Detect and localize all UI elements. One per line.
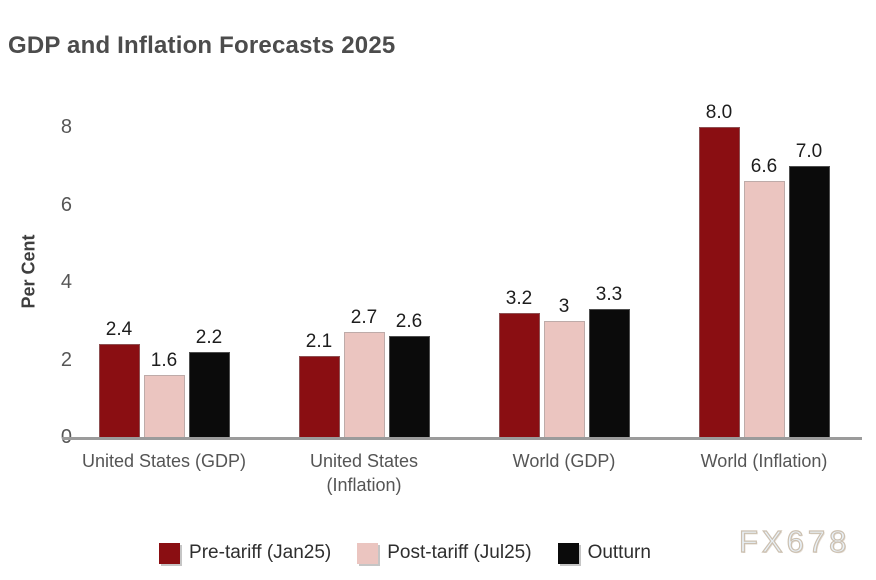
bar: 2.2 [188, 327, 230, 437]
bar: 2.1 [298, 331, 340, 437]
y-tick-label: 4 [60, 271, 72, 293]
x-category-label: World (Inflation) [700, 451, 828, 471]
bar-value-label: 2.1 [305, 330, 333, 352]
bar-value-label: 2.4 [105, 319, 133, 340]
bar: 6.6 [743, 156, 785, 437]
bar-value-label: 3.2 [505, 288, 533, 309]
chart-legend: Pre-tariff (Jan25) Post-tariff (Jul25) Out… [0, 542, 810, 564]
y-tick-label: 8 [60, 116, 72, 138]
bar-group: 2.4 1.6 2.2 [64, 127, 264, 437]
y-tick-label: 6 [60, 193, 72, 216]
bar: 1.6 [143, 350, 185, 437]
bar-value-label: 8.0 [705, 102, 733, 123]
y-tick-label: 2 [60, 348, 72, 371]
bar-value-label: 3.3 [595, 284, 623, 306]
bar: 2.6 [388, 311, 430, 437]
watermark-fx678: FX678 [738, 523, 851, 559]
legend-swatch-icon [557, 542, 579, 564]
x-axis-line [62, 437, 862, 440]
legend-label: Post-tariff (Jul25) [387, 542, 532, 563]
chart-title: GDP and Inflation Forecasts 2025 [8, 32, 396, 59]
bar-group: 3.2 3 3.3 [464, 127, 664, 437]
bar-value-label: 7.0 [795, 140, 823, 162]
bar: 7.0 [788, 141, 830, 437]
legend-item: Post-tariff (Jul25) [357, 542, 532, 564]
legend-item: Pre-tariff (Jan25) [159, 542, 331, 564]
x-category-label: World (GDP) [512, 451, 616, 471]
bar-group: 2.1 2.7 2.6 [264, 127, 464, 437]
bar-value-label: 6.6 [750, 156, 778, 178]
bar-group: 8.0 6.6 7.0 [664, 102, 864, 437]
bar-value-label: 2.2 [195, 326, 223, 348]
legend-swatch-icon [357, 542, 379, 564]
bar-value-label: 3 [558, 295, 570, 317]
x-category-label: United States (GDP) [81, 451, 247, 471]
bar-value-label: 2.7 [350, 307, 378, 329]
bar: 8.0 [698, 102, 740, 437]
bar: 3 [543, 296, 585, 437]
legend-item: Outturn [557, 542, 651, 564]
bar: 2.7 [343, 307, 385, 437]
bar-value-label: 2.6 [395, 311, 423, 333]
bar-value-label: 1.6 [150, 350, 178, 371]
bar: 3.3 [588, 284, 630, 437]
legend-swatch-icon [159, 542, 181, 564]
legend-label: Outturn [587, 542, 651, 563]
x-category-label: United States (Inflation) [309, 451, 419, 495]
bar: 2.4 [98, 319, 140, 437]
plot-area: 2.4 1.6 2.2 2.1 2.7 2.6 3.2 3 3.3 8.0 6.6 7.0 [64, 102, 864, 437]
legend-label: Pre-tariff (Jan25) [189, 542, 332, 563]
bar: 3.2 [498, 288, 540, 437]
